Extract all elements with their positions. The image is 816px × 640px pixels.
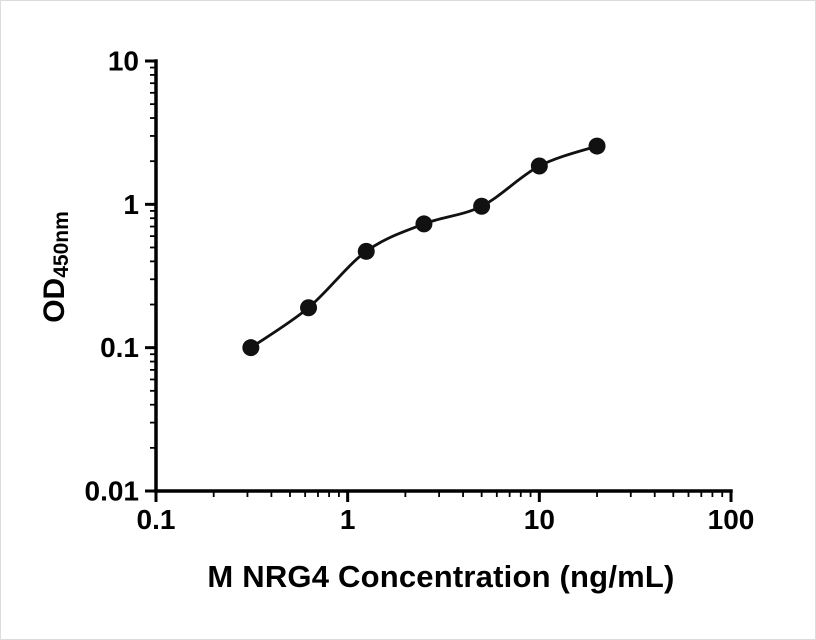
data-point: [357, 242, 375, 260]
data-point: [473, 197, 491, 215]
y-tick-label: 1: [123, 189, 139, 220]
x-tick-label: 1: [340, 504, 356, 535]
data-point: [300, 299, 318, 317]
data-point: [415, 215, 433, 233]
y-tick-label: 0.01: [85, 476, 140, 507]
y-tick-label: 0.1: [100, 332, 139, 363]
x-tick-label: 100: [708, 504, 755, 535]
x-tick-label: 0.1: [137, 504, 176, 535]
x-axis-title: M NRG4 Concentration (ng/mL): [207, 559, 675, 594]
fit-curve: [250, 144, 598, 349]
y-axis-title-sub: 450nm: [50, 211, 73, 278]
y-axis-title-main: OD: [38, 277, 71, 323]
y-axis-title: OD450nm: [38, 167, 74, 367]
y-tick-label: 10: [108, 46, 139, 77]
data-point: [530, 157, 548, 175]
data-point: [242, 339, 260, 357]
data-point: [588, 137, 606, 155]
x-tick-label: 10: [524, 504, 555, 535]
